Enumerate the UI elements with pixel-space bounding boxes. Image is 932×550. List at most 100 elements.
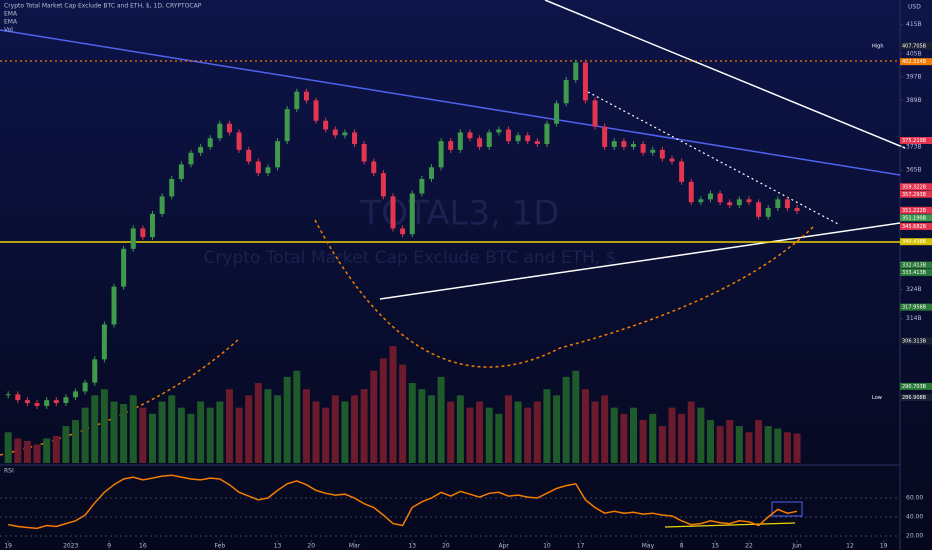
volume-bar — [485, 407, 493, 463]
volume-bar — [274, 395, 282, 463]
volume-bar — [110, 401, 118, 463]
candle-body — [659, 149, 665, 159]
y-tick-label: 405B — [906, 50, 922, 57]
volume-bar — [23, 440, 31, 463]
price-label-box — [900, 269, 932, 277]
volume-bar — [379, 358, 387, 463]
volume-bar — [620, 413, 628, 463]
volume-bar — [456, 395, 464, 463]
legend-title: Crypto Total Market Cap Exclude BTC and … — [4, 3, 202, 10]
currency: USD — [908, 4, 921, 11]
x-tick-label: 20 — [307, 543, 315, 550]
price-label-box — [900, 337, 932, 345]
rsi-tick-label: 20.00 — [906, 533, 923, 540]
candle-body — [361, 144, 367, 162]
candle-body — [428, 167, 434, 179]
candle-body — [477, 138, 483, 147]
candle-body — [457, 132, 463, 150]
volume-bar — [495, 413, 503, 463]
price-label: 407.705B — [902, 43, 927, 49]
candle-body — [409, 193, 415, 235]
candle-body — [486, 132, 492, 147]
price-label-box — [900, 238, 932, 246]
candle-body — [727, 202, 733, 206]
candle-body — [226, 123, 232, 133]
volume-bar — [601, 395, 609, 463]
candle-body — [303, 91, 309, 101]
candle-body — [207, 138, 213, 147]
volume-bar — [639, 419, 647, 463]
candle-body — [611, 141, 617, 147]
volume-bar — [283, 376, 291, 463]
price-label: 359.322B — [902, 184, 927, 190]
candle-body — [236, 132, 242, 150]
volume-bar — [206, 407, 214, 463]
price-label-box — [900, 206, 932, 214]
volume-bar — [658, 426, 666, 463]
candle-body — [650, 149, 656, 153]
rsi-tick-label: 60.00 — [906, 495, 923, 502]
price-label-box — [900, 58, 932, 66]
candle-body — [765, 208, 771, 217]
volume-bar — [774, 428, 782, 463]
volume-bar — [81, 407, 89, 463]
volume-bar — [72, 419, 80, 463]
candle-body — [640, 144, 646, 153]
volume-bar — [302, 389, 310, 463]
volume-bar — [4, 432, 12, 463]
x-tick-label: Jun — [791, 543, 802, 550]
candle-body — [736, 199, 742, 206]
volume-bar — [52, 435, 60, 463]
volume-bar — [630, 407, 638, 463]
volume-bar — [466, 407, 474, 463]
volume-bar — [264, 389, 272, 463]
volume-bar — [360, 389, 368, 463]
x-tick-label: 16 — [139, 543, 147, 550]
volume-bar — [245, 395, 253, 463]
volume-bar — [706, 419, 714, 463]
candle-body — [746, 199, 752, 203]
candle-body — [775, 199, 781, 209]
volume-bar — [254, 383, 262, 463]
volume-bar — [562, 376, 570, 463]
candle-body — [159, 196, 165, 214]
candle-body — [707, 193, 713, 200]
x-tick-label: 9 — [107, 543, 111, 550]
price-label-box — [900, 222, 932, 230]
candle-body — [111, 286, 117, 325]
x-tick-label: 17 — [577, 543, 585, 550]
volume-bar — [91, 395, 99, 463]
price-label: 286.908B — [902, 395, 927, 401]
volume-bar — [697, 407, 705, 463]
price-label-box — [900, 183, 932, 191]
candle-body — [496, 129, 502, 133]
volume-bar — [168, 395, 176, 463]
watermark-sub: Crypto Total Market Cap Exclude BTC and … — [204, 248, 617, 268]
candle-body — [467, 132, 473, 139]
candle-body — [505, 129, 511, 142]
candle-body — [380, 173, 386, 197]
volume-bar — [62, 426, 70, 463]
volume-bar — [216, 401, 224, 463]
volume-bar — [716, 426, 724, 463]
candle-body — [563, 80, 569, 104]
price-label-tag: Low — [872, 395, 882, 401]
price-label: 306.313B — [902, 339, 927, 345]
volume-bar — [755, 419, 763, 463]
volume-bar — [187, 413, 195, 463]
volume-bar — [687, 401, 695, 463]
y-tick-label: 397B — [906, 74, 922, 81]
price-label: 351.190B — [902, 215, 927, 221]
candle-body — [544, 123, 550, 145]
candle-body — [130, 228, 136, 249]
candle-body — [631, 144, 637, 147]
candle-body — [5, 394, 11, 396]
rsi-label: RSI — [4, 468, 14, 475]
volume-bar — [591, 401, 599, 463]
volume-bar — [33, 444, 41, 463]
candle-body — [448, 141, 454, 150]
volume-bar — [581, 389, 589, 463]
candle-body — [198, 146, 204, 153]
x-tick-label: 12 — [846, 543, 854, 550]
